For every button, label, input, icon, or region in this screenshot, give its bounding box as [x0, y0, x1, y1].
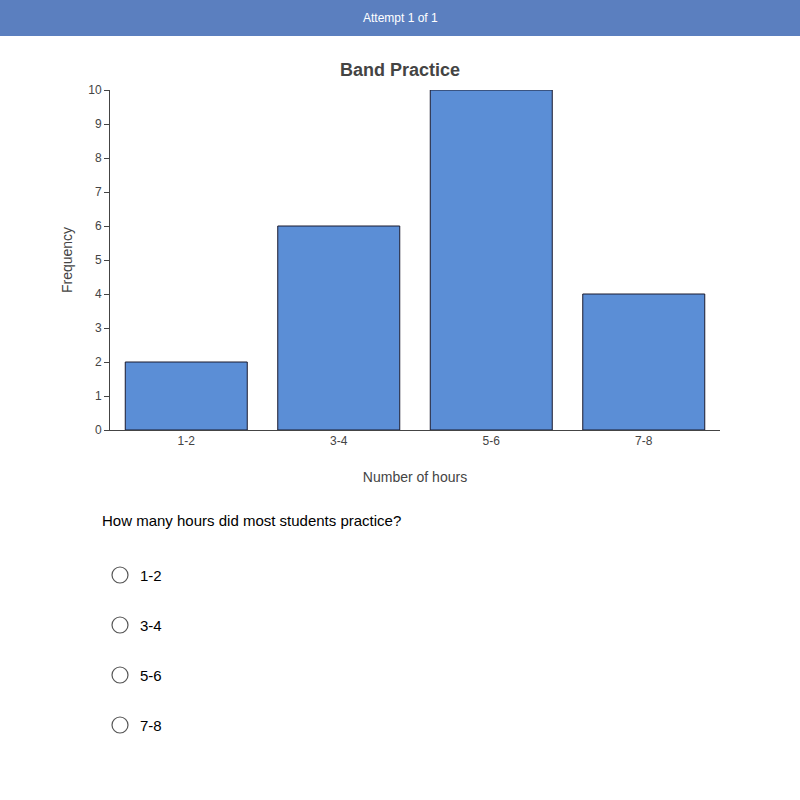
svg-text:3-4: 3-4: [330, 434, 348, 448]
svg-text:2: 2: [95, 355, 102, 369]
svg-text:Attempt 1 of 1: Attempt 1 of 1: [363, 11, 438, 25]
svg-text:10: 10: [88, 83, 102, 97]
svg-text:9: 9: [95, 117, 102, 131]
svg-text:1: 1: [95, 389, 102, 403]
svg-text:5-6: 5-6: [483, 434, 501, 448]
svg-text:Band Practice: Band Practice: [340, 60, 460, 80]
svg-text:3-4: 3-4: [140, 617, 162, 634]
svg-text:Frequency: Frequency: [59, 227, 75, 293]
svg-text:1-2: 1-2: [178, 434, 196, 448]
svg-text:3: 3: [95, 321, 102, 335]
svg-text:1-2: 1-2: [140, 567, 162, 584]
svg-text:How many hours did most studen: How many hours did most students practic…: [102, 512, 401, 529]
svg-text:8: 8: [95, 151, 102, 165]
svg-text:7-8: 7-8: [140, 717, 162, 734]
svg-text:Number of hours: Number of hours: [363, 469, 467, 485]
svg-text:7: 7: [95, 185, 102, 199]
svg-text:6: 6: [95, 219, 102, 233]
svg-text:4: 4: [95, 287, 102, 301]
svg-text:5-6: 5-6: [140, 667, 162, 684]
svg-text:0: 0: [95, 423, 102, 437]
svg-text:7-8: 7-8: [635, 434, 653, 448]
svg-text:5: 5: [95, 253, 102, 267]
